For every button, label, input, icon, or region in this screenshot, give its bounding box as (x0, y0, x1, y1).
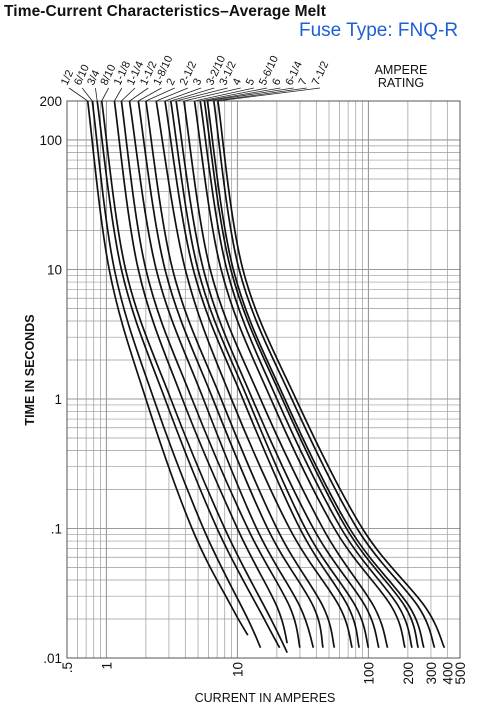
curve-5-6-10 (199, 100, 413, 648)
curve-1-1-8 (113, 100, 289, 644)
x-tick-label: .5 (60, 662, 75, 673)
curves (86, 100, 446, 653)
rating-leader-line (183, 87, 241, 102)
rating-label: 2 (165, 77, 178, 88)
rating-label: 4 (231, 77, 244, 88)
rating-leader-line (95, 87, 98, 102)
curve-1-1-2 (128, 100, 315, 648)
rating-leader-line (164, 87, 202, 102)
rating-leader-line (207, 87, 294, 102)
rating-label: 3 (191, 77, 204, 88)
x-tick-label: 100 (361, 662, 376, 685)
rating-leader-line (175, 87, 228, 102)
ampere-rating-heading: AMPERE RATING (362, 64, 440, 90)
curve-3-2-10 (169, 100, 370, 648)
y-tick-label: 100 (39, 133, 62, 148)
rating-leader-line (217, 87, 321, 102)
curve-2-1-2 (155, 100, 353, 648)
rating-leader-line (204, 87, 281, 102)
x-tick-label: 300 (424, 662, 439, 685)
x-tick-label: 10 (230, 662, 245, 677)
rating-leader-line (114, 87, 123, 102)
y-tick-label: .01 (43, 651, 62, 666)
curve-1-2 (86, 100, 249, 636)
curve-5 (193, 100, 406, 648)
curve-2 (145, 100, 336, 648)
curve-1-8-10 (137, 100, 324, 648)
rating-leader-line (129, 87, 149, 102)
rating-label: 7-1/2 (310, 59, 331, 87)
x-tick-label: 200 (401, 662, 416, 685)
rating-leader-line (138, 87, 162, 102)
rating-label: 6 (270, 77, 283, 88)
curve-8-10 (100, 100, 288, 653)
x-tick-label: 400 (440, 662, 455, 685)
rating-leader-line (156, 87, 189, 102)
curve-7 (212, 100, 436, 649)
rating-label: 5 (244, 77, 257, 88)
ampere-rating-line2: RATING (377, 76, 425, 90)
rating-leader-line (213, 87, 307, 102)
rating-leader-line (194, 87, 255, 102)
rating-leader-line (145, 87, 175, 102)
y-tick-label: 200 (39, 94, 62, 109)
curve-6 (203, 100, 420, 648)
rating-leader-line (68, 87, 88, 102)
rating-leader-line (101, 87, 109, 102)
legend: 1/26/103/48/101-1/81-1/41-1/21-8/102 2-1/… (59, 54, 331, 102)
y-tick-label: 10 (47, 262, 62, 277)
ampere-rating-line1: AMPERE (374, 63, 428, 77)
curve-3 (164, 100, 361, 648)
curve-6-10 (91, 100, 262, 649)
rating-leader-line (81, 87, 93, 102)
plot-frame (66, 100, 461, 659)
rating-leader-line (170, 87, 215, 102)
curve-4 (183, 100, 389, 648)
grid (66, 100, 461, 659)
rating-label: 1/2 (59, 68, 76, 87)
x-tick-label: 500 (453, 662, 468, 685)
rating-label: 3/4 (85, 68, 102, 87)
y-tick-label: .1 (51, 521, 62, 536)
x-axis-label: CURRENT IN AMPERES (194, 691, 336, 705)
curve-7-1-2 (217, 100, 446, 649)
chart-title: Time-Current Characteristics–Average Mel… (4, 3, 326, 20)
fuse-type-label: Fuse Type: FNQ-R (299, 20, 459, 41)
curve-3-4 (96, 100, 281, 649)
curve-3-1-2 (175, 100, 380, 648)
rating-leader-line (200, 87, 268, 102)
y-tick-label: 1 (54, 392, 62, 407)
x-tick-label: 1 (99, 662, 114, 670)
rating-label: 7 (297, 77, 310, 88)
rating-leader-line (121, 87, 136, 102)
curve-6-1-4 (206, 100, 425, 648)
curve-1-1-4 (120, 100, 301, 648)
